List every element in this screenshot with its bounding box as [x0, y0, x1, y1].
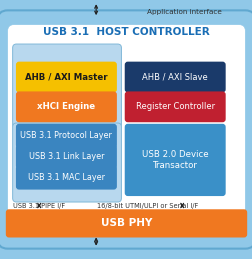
Text: USB 3.1 Link Layer: USB 3.1 Link Layer [28, 152, 104, 161]
FancyBboxPatch shape [124, 124, 225, 196]
FancyBboxPatch shape [13, 123, 121, 202]
Text: Application interface: Application interface [146, 9, 221, 15]
FancyBboxPatch shape [16, 165, 116, 190]
Text: USB 2.0 Device
Transactor: USB 2.0 Device Transactor [141, 150, 208, 170]
Text: AHB / AXI Master: AHB / AXI Master [25, 73, 107, 82]
Text: USB 3.1  HOST CONTROLLER: USB 3.1 HOST CONTROLLER [43, 27, 209, 37]
Text: xHCI Engine: xHCI Engine [37, 102, 95, 111]
Text: Register Controller: Register Controller [135, 102, 214, 111]
FancyBboxPatch shape [16, 145, 116, 169]
Text: USB PHY: USB PHY [100, 218, 152, 228]
Text: USB 3.1 MAC Layer: USB 3.1 MAC Layer [28, 173, 105, 182]
Text: 16/8-bit UTMI/ULPI or Serial I/F: 16/8-bit UTMI/ULPI or Serial I/F [97, 203, 198, 209]
FancyBboxPatch shape [6, 209, 246, 238]
FancyBboxPatch shape [16, 91, 116, 122]
FancyBboxPatch shape [8, 25, 244, 232]
FancyBboxPatch shape [16, 124, 116, 148]
FancyBboxPatch shape [124, 62, 225, 92]
FancyBboxPatch shape [0, 10, 252, 249]
FancyBboxPatch shape [124, 91, 225, 122]
FancyBboxPatch shape [13, 44, 121, 128]
Text: USB 3.1 Protocol Layer: USB 3.1 Protocol Layer [20, 132, 112, 140]
Text: USB 3.1 PIPE I/F: USB 3.1 PIPE I/F [13, 203, 65, 209]
FancyBboxPatch shape [16, 62, 116, 92]
Text: AHB / AXI Slave: AHB / AXI Slave [142, 73, 207, 82]
